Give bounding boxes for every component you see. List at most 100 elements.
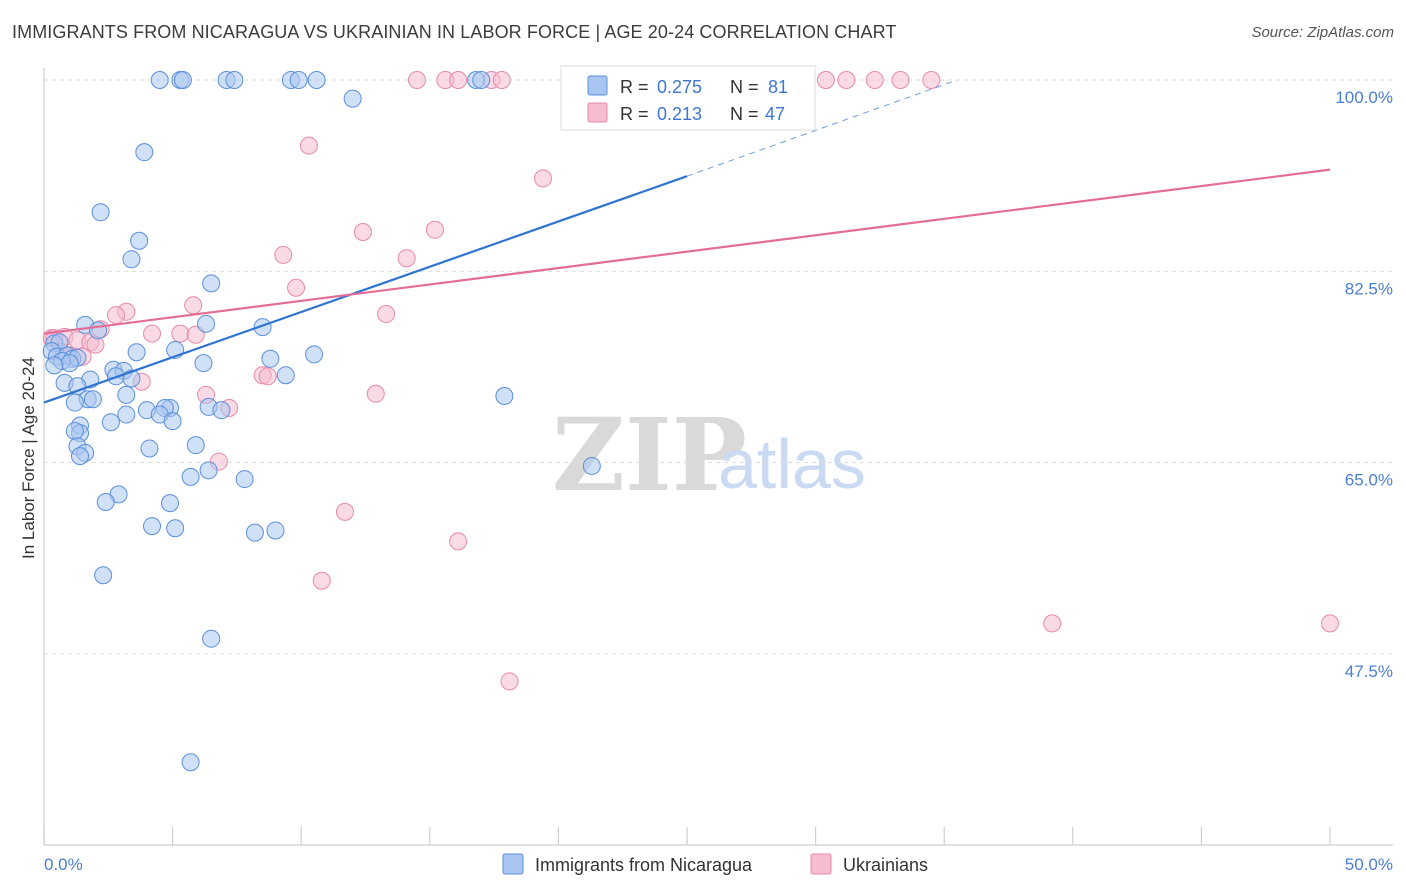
y-tick-label: 47.5% [1345,662,1393,681]
ukrainians-point [353,222,372,241]
gridlines [44,79,1393,655]
nicaragua-point [163,412,182,431]
nicaragua-point [266,521,285,540]
nicaragua-point [235,470,254,489]
watermark: ZIP atlas [552,396,866,514]
nicaragua-point [343,89,362,108]
nicaragua-point [101,413,120,432]
nicaragua-point [143,517,162,536]
legend-r-value-pink: 0.213 [657,104,702,124]
nicaragua-point [94,566,113,585]
ukrainians-point [891,71,910,89]
bottom-legend-label-nicaragua: Immigrants from Nicaragua [535,855,753,875]
nicaragua-point [186,436,205,455]
x-tick-label-max: 50.0% [1345,855,1393,874]
nicaragua-point [130,231,149,250]
ukrainians-point [287,278,306,297]
nicaragua-point [245,523,264,542]
x-axis-ticks [43,827,1331,845]
x-tick-label-min: 0.0% [44,855,83,874]
trend-lines [43,79,1331,404]
legend-r-label-pink: R = [620,104,649,124]
ukrainians-trend-line [43,168,1331,335]
ukrainians-point [816,71,835,89]
ukrainians-point [274,245,293,264]
legend-swatch-pink [587,102,608,123]
ukrainians-point [143,324,162,343]
legend-r-label-blue: R = [620,77,649,97]
y-tick-label: 100.0% [1335,88,1393,107]
axes [43,68,1393,846]
nicaragua-point [117,405,136,424]
nicaragua-point [96,493,115,512]
nicaragua-point [140,439,159,458]
nicaragua-point [65,393,84,412]
ukrainians-point [533,169,552,188]
legend-n-value-blue: 81 [768,77,788,97]
y-axis-label: In Labor Force | Age 20-24 [19,357,38,559]
nicaragua-point [65,421,84,440]
ukrainians-point [425,220,444,239]
chart-title: IMMIGRANTS FROM NICARAGUA VS UKRAINIAN I… [12,22,897,42]
nicaragua-point [83,390,102,409]
nicaragua-point [89,321,108,340]
nicaragua-point [45,356,64,375]
ukrainians-point [449,532,468,551]
ukrainians-point [449,71,468,89]
bottom-legend: Immigrants from Nicaragua Ukrainians [502,853,928,875]
nicaragua-point [495,386,514,405]
legend-n-value-pink: 47 [765,104,785,124]
nicaragua-point [202,629,221,648]
nicaragua-points [42,71,601,772]
nicaragua-point [253,318,272,337]
y-tick-label: 65.0% [1345,471,1393,490]
nicaragua-point [582,456,601,475]
ukrainians-point [366,384,385,403]
nicaragua-trend-extension [686,79,958,177]
ukrainians-point [377,304,396,323]
nicaragua-point [181,753,200,772]
nicaragua-point [135,143,154,162]
top-legend: R = 0.275 N = 81 R = 0.213 N = 47 [560,65,816,131]
nicaragua-point [276,366,295,385]
ukrainians-point [171,324,190,343]
nicaragua-point [289,71,308,89]
bottom-legend-swatch-blue [502,853,524,875]
ukrainians-point [312,571,331,590]
ukrainians-point [258,367,277,386]
bottom-legend-label-ukrainians: Ukrainians [843,855,928,875]
ukrainians-point [865,71,884,89]
nicaragua-point [307,71,326,89]
y-tick-label: 82.5% [1345,279,1393,298]
ukrainians-points [42,71,1339,691]
nicaragua-point [173,71,192,89]
legend-n-label-blue: N = [730,77,759,97]
ukrainians-point [837,71,856,89]
nicaragua-point [212,401,231,420]
nicaragua-point [71,447,90,466]
ukrainians-point [335,502,354,521]
nicaragua-trend-line [43,175,688,404]
watermark-zip: ZIP [552,396,747,514]
nicaragua-point [91,203,110,222]
nicaragua-point [122,250,141,269]
nicaragua-point [150,71,169,89]
nicaragua-point [181,467,200,486]
ukrainians-point [1043,614,1062,633]
ukrainians-point [184,296,203,315]
y-axis-tick-labels: 47.5% 65.0% 82.5% 100.0% [1335,88,1393,681]
ukrainians-point [922,71,941,89]
ukrainians-point [1321,614,1339,633]
nicaragua-point [225,71,244,89]
ukrainians-point [186,325,205,344]
ukrainians-point [500,672,519,691]
ukrainians-point [492,71,511,89]
nicaragua-point [117,385,136,404]
nicaragua-point [161,494,180,513]
bottom-legend-swatch-pink [810,853,832,875]
nicaragua-point [305,345,324,364]
watermark-atlas: atlas [718,425,866,503]
nicaragua-point [166,519,185,538]
ukrainians-point [107,306,126,325]
